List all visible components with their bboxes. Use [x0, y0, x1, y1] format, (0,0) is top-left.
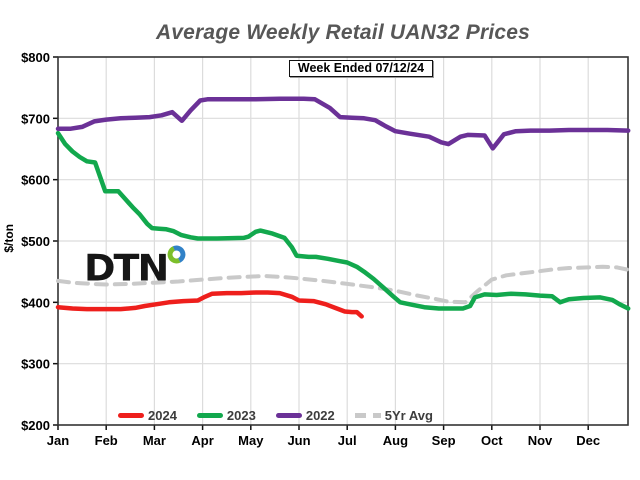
svg-text:Aug: Aug — [383, 433, 408, 448]
svg-text:$700: $700 — [21, 111, 50, 126]
chart-legend: 2024 2023 2022 5Yr Avg — [118, 408, 433, 423]
week-ended-label: Week Ended 07/12/24 — [297, 61, 425, 75]
svg-text:Mar: Mar — [143, 433, 166, 448]
svg-text:$600: $600 — [21, 173, 50, 188]
dtn-logo: DTN — [84, 245, 186, 290]
svg-text:Feb: Feb — [95, 433, 118, 448]
svg-text:Nov: Nov — [528, 433, 553, 448]
legend-swatch-5yr-avg — [354, 413, 381, 418]
week-ended-box: Week Ended 07/12/24 — [289, 60, 433, 77]
svg-text:Jul: Jul — [338, 433, 357, 448]
svg-text:$400: $400 — [21, 295, 50, 310]
y-axis-title: $/ton — [2, 224, 16, 253]
legend-item-2022: 2022 — [275, 408, 335, 423]
legend-item-2024: 2024 — [118, 408, 177, 423]
svg-text:$800: $800 — [21, 50, 50, 65]
svg-text:$500: $500 — [21, 234, 50, 249]
legend-label-2024: 2024 — [148, 408, 177, 423]
svg-text:$300: $300 — [21, 357, 50, 372]
svg-text:Jan: Jan — [47, 433, 69, 448]
legend-label-5yr-avg: 5Yr Avg — [384, 408, 433, 423]
svg-text:$200: $200 — [21, 418, 50, 433]
chart-title: Average Weekly Retail UAN32 Prices — [155, 21, 531, 44]
svg-text:Jun: Jun — [287, 433, 310, 448]
legend-item-2023: 2023 — [196, 408, 256, 423]
svg-text:Dec: Dec — [576, 433, 600, 448]
legend-label-2023: 2023 — [226, 408, 256, 423]
svg-text:May: May — [238, 433, 264, 448]
legend-label-2022: 2022 — [305, 408, 335, 423]
legend-swatch-2022 — [275, 413, 302, 418]
legend-item-5yr-avg: 5Yr Avg — [354, 408, 433, 423]
svg-text:Oct: Oct — [481, 433, 503, 448]
dtn-logo-text: DTN — [84, 247, 169, 289]
svg-text:Apr: Apr — [191, 433, 213, 448]
legend-swatch-2023 — [196, 413, 223, 418]
legend-swatch-2024 — [118, 413, 144, 418]
svg-text:Sep: Sep — [432, 433, 456, 448]
dtn-ring-icon — [167, 245, 186, 264]
